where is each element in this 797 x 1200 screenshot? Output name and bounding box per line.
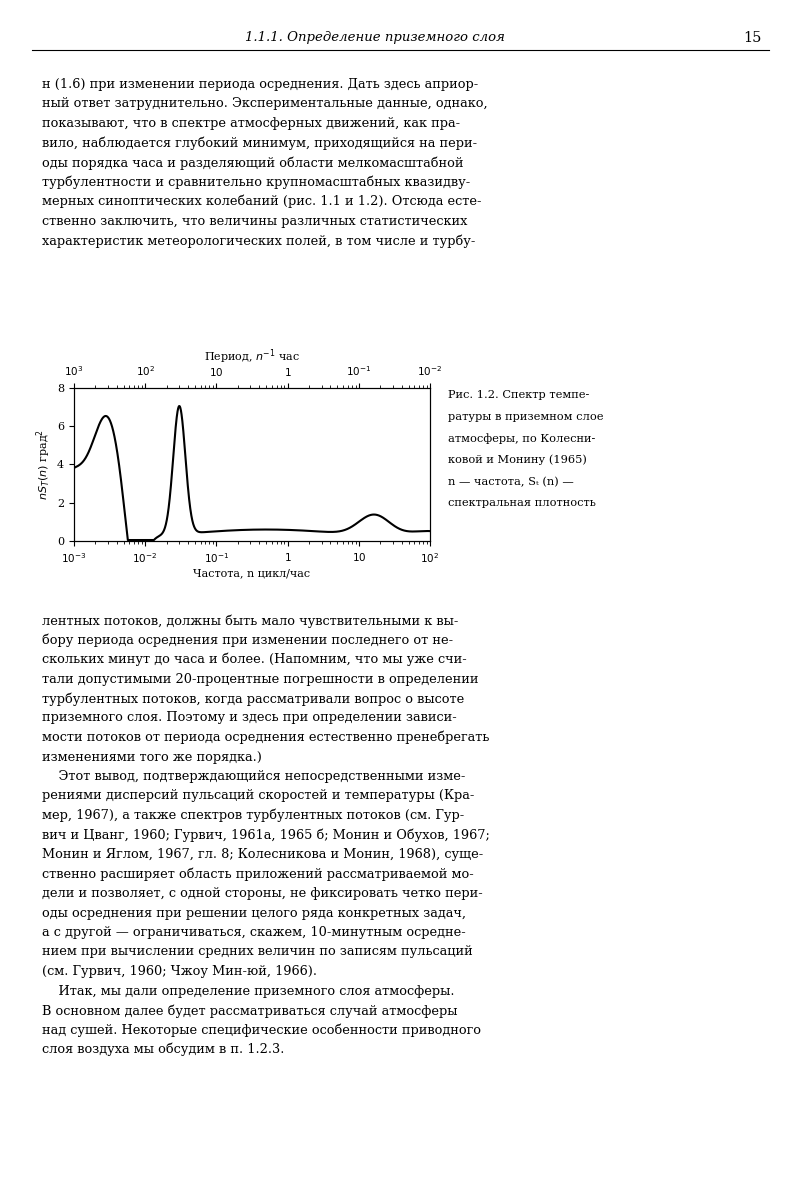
Text: ственно заключить, что величины различных статистических: ственно заключить, что величины различны…: [42, 215, 467, 228]
Y-axis label: $nS_T(n)$ град$^2$: $nS_T(n)$ град$^2$: [34, 428, 53, 500]
Text: вило, наблюдается глубокий минимум, приходящийся на пери-: вило, наблюдается глубокий минимум, прих…: [42, 137, 477, 150]
X-axis label: Период, $n^{-1}$ час: Период, $n^{-1}$ час: [204, 347, 300, 366]
Text: мости потоков от периода осреднения естественно пренебрегать: мости потоков от периода осреднения есте…: [42, 731, 489, 744]
Text: ный ответ затруднительно. Экспериментальные данные, однако,: ный ответ затруднительно. Эксперименталь…: [42, 97, 488, 110]
Text: ственно расширяет область приложений рассматриваемой мо-: ственно расширяет область приложений рас…: [42, 868, 473, 881]
Text: приземного слоя. Поэтому и здесь при определении зависи-: приземного слоя. Поэтому и здесь при опр…: [42, 712, 457, 725]
Text: скольких минут до часа и более. (Напомним, что мы уже счи-: скольких минут до часа и более. (Напомни…: [42, 653, 467, 666]
Text: Этот вывод, подтверждающийся непосредственными изме-: Этот вывод, подтверждающийся непосредств…: [42, 770, 465, 782]
Text: изменениями того же порядка.): изменениями того же порядка.): [42, 750, 262, 763]
Text: оды осреднения при решении целого ряда конкретных задач,: оды осреднения при решении целого ряда к…: [42, 906, 466, 919]
Text: турбулентных потоков, когда рассматривали вопрос о высоте: турбулентных потоков, когда рассматривал…: [42, 692, 464, 706]
Text: атмосферы, по Колесни-: атмосферы, по Колесни-: [448, 433, 595, 444]
Text: 15: 15: [743, 31, 761, 44]
Text: спектральная плотность: спектральная плотность: [448, 498, 596, 508]
Text: нием при вычислении средних величин по записям пульсаций: нием при вычислении средних величин по з…: [42, 946, 473, 959]
X-axis label: Частота, n цикл/час: Частота, n цикл/час: [194, 569, 311, 578]
Text: бору периода осреднения при изменении последнего от не-: бору периода осреднения при изменении по…: [42, 634, 453, 647]
Text: над сушей. Некоторые специфические особенности приводного: над сушей. Некоторые специфические особе…: [42, 1024, 481, 1037]
Text: Рис. 1.2. Спектр темпе-: Рис. 1.2. Спектр темпе-: [448, 390, 589, 400]
Text: а с другой — ограничиваться, скажем, 10-минутным осредне-: а с другой — ограничиваться, скажем, 10-…: [42, 926, 465, 938]
Text: мер, 1967), а также спектров турбулентных потоков (см. Гур-: мер, 1967), а также спектров турбулентны…: [42, 809, 464, 822]
Text: н (1.6) при изменении периода осреднения. Дать здесь априор-: н (1.6) при изменении периода осреднения…: [42, 78, 478, 91]
Text: вич и Цванг, 1960; Гурвич, 1961а, 1965 б; Монин и Обухов, 1967;: вич и Цванг, 1960; Гурвич, 1961а, 1965 б…: [42, 828, 489, 842]
Text: лентных потоков, должны быть мало чувствительными к вы-: лентных потоков, должны быть мало чувств…: [42, 614, 458, 628]
Text: слоя воздуха мы обсудим в п. 1.2.3.: слоя воздуха мы обсудим в п. 1.2.3.: [42, 1043, 285, 1056]
Text: характеристик метеорологических полей, в том числе и турбу-: характеристик метеорологических полей, в…: [42, 234, 475, 247]
Text: (см. Гурвич, 1960; Чжоу Мин-юй, 1966).: (см. Гурвич, 1960; Чжоу Мин-юй, 1966).: [42, 965, 317, 978]
Text: ковой и Монину (1965): ковой и Монину (1965): [448, 455, 587, 466]
Text: дели и позволяет, с одной стороны, не фиксировать четко пери-: дели и позволяет, с одной стороны, не фи…: [42, 887, 483, 900]
Text: рениями дисперсий пульсаций скоростей и температуры (Кра-: рениями дисперсий пульсаций скоростей и …: [42, 790, 474, 803]
Text: мерных синоптических колебаний (рис. 1.1 и 1.2). Отсюда есте-: мерных синоптических колебаний (рис. 1.1…: [42, 194, 481, 209]
Text: тали допустимыми 20-процентные погрешности в определении: тали допустимыми 20-процентные погрешнос…: [42, 672, 478, 685]
Text: n — частота, Sₜ (n) —: n — частота, Sₜ (n) —: [448, 476, 574, 487]
Text: В основном далее будет рассматриваться случай атмосферы: В основном далее будет рассматриваться с…: [42, 1004, 457, 1018]
Text: Монин и Яглом, 1967, гл. 8; Колесникова и Монин, 1968), суще-: Монин и Яглом, 1967, гл. 8; Колесникова …: [42, 848, 483, 862]
Text: оды порядка часа и разделяющий области мелкомасштабной: оды порядка часа и разделяющий области м…: [42, 156, 464, 169]
Text: Итак, мы дали определение приземного слоя атмосферы.: Итак, мы дали определение приземного сло…: [42, 984, 454, 997]
Text: показывают, что в спектре атмосферных движений, как пра-: показывают, что в спектре атмосферных дв…: [42, 116, 460, 130]
Text: турбулентности и сравнительно крупномасштабных квазидву-: турбулентности и сравнительно крупномасш…: [42, 175, 470, 188]
Text: 1.1.1. Определение приземного слоя: 1.1.1. Определение приземного слоя: [245, 31, 505, 44]
Text: ратуры в приземном слое: ратуры в приземном слое: [448, 412, 603, 421]
